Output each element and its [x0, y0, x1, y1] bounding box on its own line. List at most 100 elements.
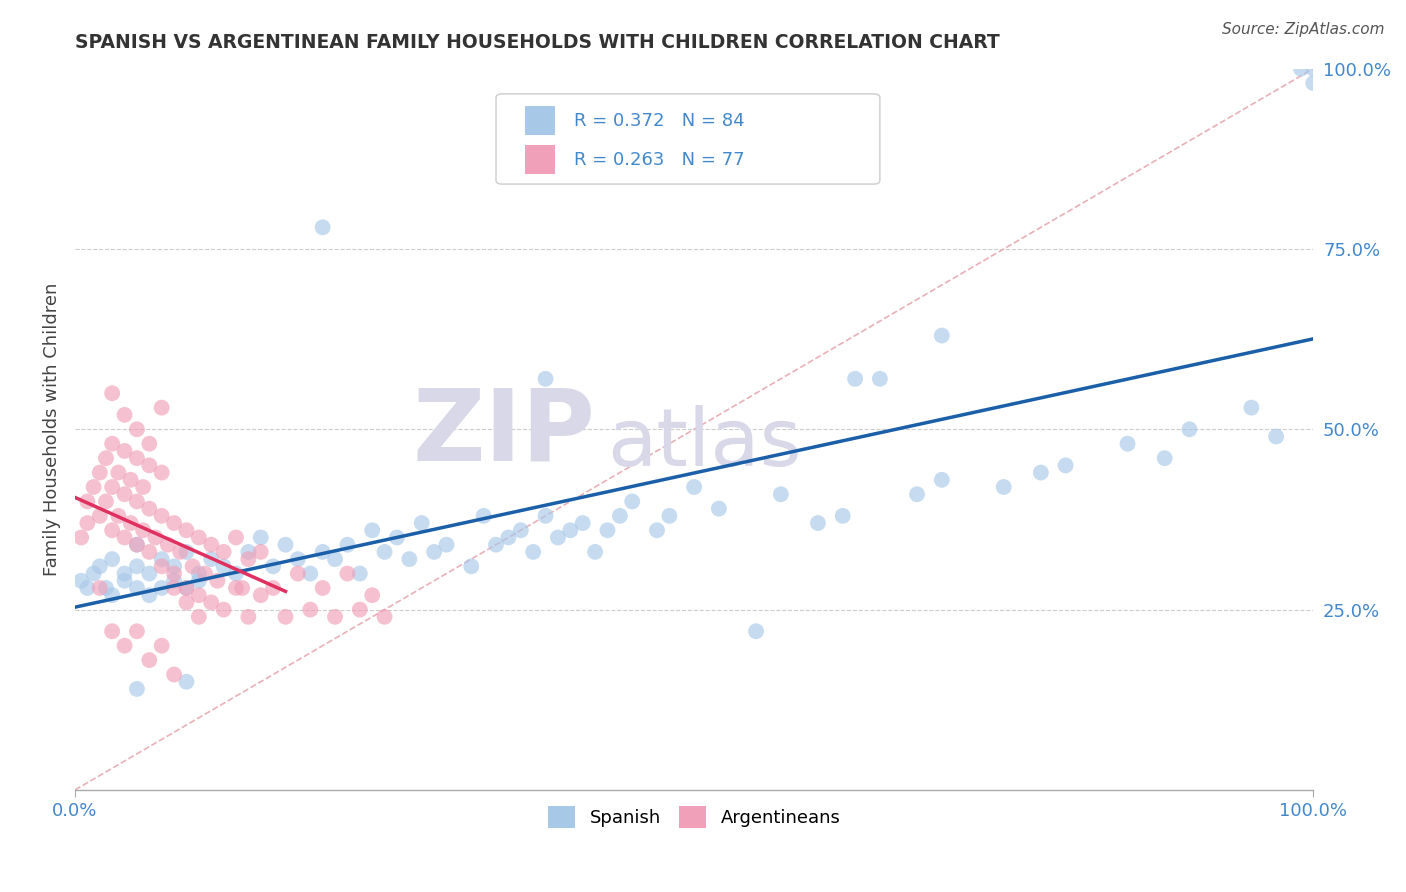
Argentineans [262, 581, 284, 595]
Argentineans [212, 545, 235, 559]
Spanish [1116, 436, 1139, 450]
Spanish [1265, 429, 1288, 443]
Spanish [287, 552, 309, 566]
Spanish [249, 531, 271, 545]
Spanish [509, 523, 531, 537]
Argentineans [76, 516, 98, 530]
Spanish [70, 574, 93, 588]
Argentineans [194, 566, 217, 581]
Spanish [101, 552, 124, 566]
Y-axis label: Family Households with Children: Family Households with Children [44, 283, 60, 576]
Spanish [262, 559, 284, 574]
Argentineans [83, 480, 105, 494]
Spanish [583, 545, 606, 559]
Argentineans [274, 609, 297, 624]
Argentineans [187, 609, 209, 624]
Spanish [1153, 451, 1175, 466]
Spanish [83, 566, 105, 581]
Argentineans [70, 531, 93, 545]
Spanish [138, 588, 160, 602]
Spanish [176, 545, 198, 559]
Spanish [844, 372, 866, 386]
Text: R = 0.263   N = 77: R = 0.263 N = 77 [574, 151, 745, 169]
Spanish [187, 566, 209, 581]
Argentineans [169, 545, 191, 559]
Argentineans [311, 581, 333, 595]
Argentineans [225, 531, 247, 545]
Text: ZIP: ZIP [412, 384, 595, 482]
Argentineans [361, 588, 384, 602]
Legend: Spanish, Argentineans: Spanish, Argentineans [541, 798, 848, 835]
Spanish [769, 487, 792, 501]
Spanish [547, 531, 569, 545]
Argentineans [287, 566, 309, 581]
Spanish [76, 581, 98, 595]
FancyBboxPatch shape [524, 106, 555, 136]
Spanish [299, 566, 322, 581]
Argentineans [138, 458, 160, 473]
Spanish [125, 581, 148, 595]
Spanish [176, 581, 198, 595]
Argentineans [150, 508, 173, 523]
Spanish [125, 538, 148, 552]
Argentineans [89, 581, 111, 595]
Argentineans [163, 581, 186, 595]
Argentineans [299, 602, 322, 616]
Spanish [498, 531, 520, 545]
Argentineans [249, 545, 271, 559]
Argentineans [181, 559, 204, 574]
Spanish [311, 545, 333, 559]
Argentineans [114, 408, 136, 422]
Spanish [609, 508, 631, 523]
Argentineans [150, 466, 173, 480]
Argentineans [150, 559, 173, 574]
Argentineans [132, 523, 155, 537]
Spanish [1029, 466, 1052, 480]
Spanish [534, 508, 557, 523]
Argentineans [101, 436, 124, 450]
Spanish [905, 487, 928, 501]
Spanish [187, 574, 209, 588]
Argentineans [231, 581, 253, 595]
Spanish [398, 552, 420, 566]
Spanish [560, 523, 582, 537]
Spanish [1240, 401, 1263, 415]
Argentineans [138, 545, 160, 559]
FancyBboxPatch shape [524, 145, 555, 174]
Argentineans [94, 494, 117, 508]
Spanish [522, 545, 544, 559]
Argentineans [107, 466, 129, 480]
Spanish [423, 545, 446, 559]
Spanish [274, 538, 297, 552]
Spanish [200, 552, 222, 566]
Argentineans [138, 436, 160, 450]
Argentineans [207, 574, 229, 588]
Spanish [683, 480, 706, 494]
Argentineans [107, 508, 129, 523]
Spanish [472, 508, 495, 523]
Spanish [571, 516, 593, 530]
Argentineans [138, 653, 160, 667]
Spanish [707, 501, 730, 516]
Spanish [349, 566, 371, 581]
Spanish [596, 523, 619, 537]
Argentineans [132, 480, 155, 494]
Argentineans [138, 501, 160, 516]
Argentineans [120, 516, 142, 530]
Text: SPANISH VS ARGENTINEAN FAMILY HOUSEHOLDS WITH CHILDREN CORRELATION CHART: SPANISH VS ARGENTINEAN FAMILY HOUSEHOLDS… [75, 33, 1000, 52]
Spanish [411, 516, 433, 530]
Argentineans [150, 401, 173, 415]
Spanish [176, 674, 198, 689]
Spanish [621, 494, 644, 508]
Spanish [163, 559, 186, 574]
Argentineans [125, 494, 148, 508]
Argentineans [249, 588, 271, 602]
Spanish [125, 681, 148, 696]
Spanish [931, 473, 953, 487]
Spanish [150, 581, 173, 595]
Argentineans [114, 639, 136, 653]
Argentineans [200, 538, 222, 552]
Spanish [374, 545, 396, 559]
Spanish [460, 559, 482, 574]
Argentineans [187, 531, 209, 545]
